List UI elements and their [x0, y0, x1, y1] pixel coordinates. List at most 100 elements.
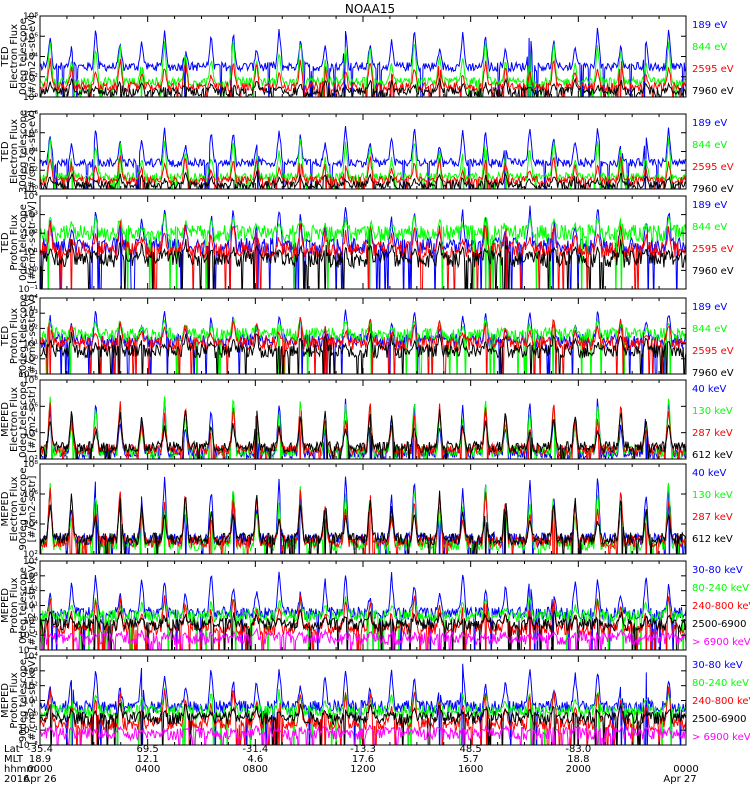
legend-entry: 7960 eV — [692, 184, 734, 195]
mlt-value: 18.8 — [567, 754, 589, 765]
legend-entry: 80-240 keV — [692, 583, 749, 594]
y-tick-label: 10² — [23, 587, 38, 597]
y-axis-label: MEPED — [0, 491, 11, 526]
y-axis-label: 90deg telescope — [18, 659, 29, 742]
series-line — [40, 608, 686, 650]
hhmm-value: 0800 — [243, 764, 268, 775]
y-axis-label: [#/cm2-s-str-eV] — [27, 201, 38, 284]
y-tick-label: 10² — [23, 550, 38, 560]
legend-entry: 40 keV — [692, 384, 726, 395]
legend-entry: 612 keV — [692, 534, 733, 545]
y-axis-label: Proton Flux — [9, 308, 20, 364]
hhmm-value: 0400 — [135, 764, 160, 775]
y-axis-label: Electron Flux — [9, 24, 20, 89]
hhmm-value: 1600 — [458, 764, 483, 775]
y-axis-label: Electron Flux — [9, 476, 20, 541]
y-axis-label: [#/cm2-s-str-eV] — [27, 15, 38, 98]
y-tick-label: 10² — [23, 166, 38, 176]
series-line — [40, 238, 686, 289]
legend-entry: 844 eV — [692, 324, 727, 335]
y-tick-label: 10⁸ — [23, 12, 38, 22]
legend-entry: 844 eV — [692, 42, 727, 53]
y-axis-label: [#/cm2-s-str-keV] — [27, 561, 38, 649]
series-line — [40, 331, 686, 374]
y-axis-label: [#/cm2-s-str-eV] — [27, 295, 38, 378]
y-tick-label: 10³ — [23, 667, 38, 677]
legend-entry: 2500-6900 — [692, 619, 747, 630]
legend-entry: > 6900 keV — [692, 732, 750, 743]
legend-entry: 30-80 keV — [692, 660, 743, 671]
y-tick-label: 10¹ — [23, 248, 38, 258]
series-line — [40, 309, 686, 374]
y-axis-label: 0deg telescope — [18, 18, 29, 95]
y-axis-label: [#/cm2-s-str-eV] — [27, 110, 38, 193]
y-tick-label: 10⁴ — [23, 192, 38, 202]
y-tick-label: 10⁰ — [23, 93, 38, 103]
legend-entry: 80-240 keV — [692, 678, 749, 689]
legend-entry: 189 eV — [692, 20, 727, 31]
y-tick-label: 10⁸ — [23, 460, 38, 470]
legend-entry: 612 keV — [692, 450, 733, 461]
y-tick-label: 10¹ — [23, 340, 38, 350]
y-tick-label: 10⁴ — [23, 53, 38, 63]
series-line — [40, 688, 686, 745]
lat-value: 48.5 — [460, 744, 482, 755]
legend-entry: 7960 eV — [692, 86, 734, 97]
legend-entry: > 6900 keV — [692, 637, 750, 648]
footer-row-label: Lat — [4, 744, 20, 755]
lat-value: -31.4 — [242, 744, 268, 755]
y-axis-label: [#/cm2-s-str] — [27, 386, 38, 453]
y-axis-label: TED — [0, 326, 11, 347]
y-axis-label: Proton Flux — [9, 577, 20, 633]
y-tick-label: 10² — [23, 229, 38, 239]
y-tick-label: 10⁴ — [23, 294, 38, 304]
y-axis-label: 90deg telescope — [18, 467, 29, 550]
y-tick-label: 10⁴ — [23, 148, 38, 158]
legend-entry: 2595 eV — [692, 162, 734, 173]
series-line — [40, 401, 686, 459]
y-axis-label: MEPED — [0, 588, 11, 623]
series-line — [40, 595, 686, 650]
y-axis-label: TED — [0, 141, 11, 162]
series-line — [40, 317, 686, 374]
lat-value: -35.4 — [27, 744, 53, 755]
y-tick-label: 10⁰ — [23, 616, 38, 626]
y-tick-label: 10² — [23, 682, 38, 692]
chart-title: NOAA15 — [345, 2, 395, 16]
lat-value: 69.5 — [137, 744, 159, 755]
y-tick-label: 10⁶ — [23, 129, 38, 139]
legend-entry: 2595 eV — [692, 64, 734, 75]
series-line — [40, 58, 686, 97]
mlt-value: 18.9 — [29, 754, 51, 765]
y-axis-label: [#/cm2-s-str] — [27, 475, 38, 542]
legend-entry: 130 keV — [692, 490, 733, 501]
y-tick-label: 10⁴ — [23, 520, 38, 530]
y-tick-label: 10⁴ — [23, 429, 38, 439]
hhmm-value: 0000 — [673, 764, 698, 775]
y-tick-label: 10⁶ — [23, 32, 38, 42]
y-tick-label: 10³ — [23, 211, 38, 221]
series-line — [40, 482, 686, 554]
y-axis-label: 30deg telescope — [18, 294, 29, 377]
y-tick-label: 10⁸ — [23, 376, 38, 386]
series-line — [40, 594, 686, 650]
legend-entry: 30-80 keV — [692, 565, 743, 576]
series-line — [40, 205, 686, 289]
y-tick-label: 10⁰ — [23, 185, 38, 195]
hhmm-value: 0000 — [27, 764, 52, 775]
legend-entry: 7960 eV — [692, 368, 734, 379]
legend-entry: 130 keV — [692, 406, 733, 417]
y-tick-label: 10⁶ — [23, 490, 38, 500]
legend-entry: 2500-6900 — [692, 714, 747, 725]
legend-entry: 844 eV — [692, 140, 727, 151]
y-tick-label: 10⁸ — [23, 110, 38, 120]
footer-row-label: MLT — [4, 754, 24, 765]
legend-entry: 189 eV — [692, 200, 727, 211]
y-axis-label: Electron Flux — [9, 387, 20, 452]
